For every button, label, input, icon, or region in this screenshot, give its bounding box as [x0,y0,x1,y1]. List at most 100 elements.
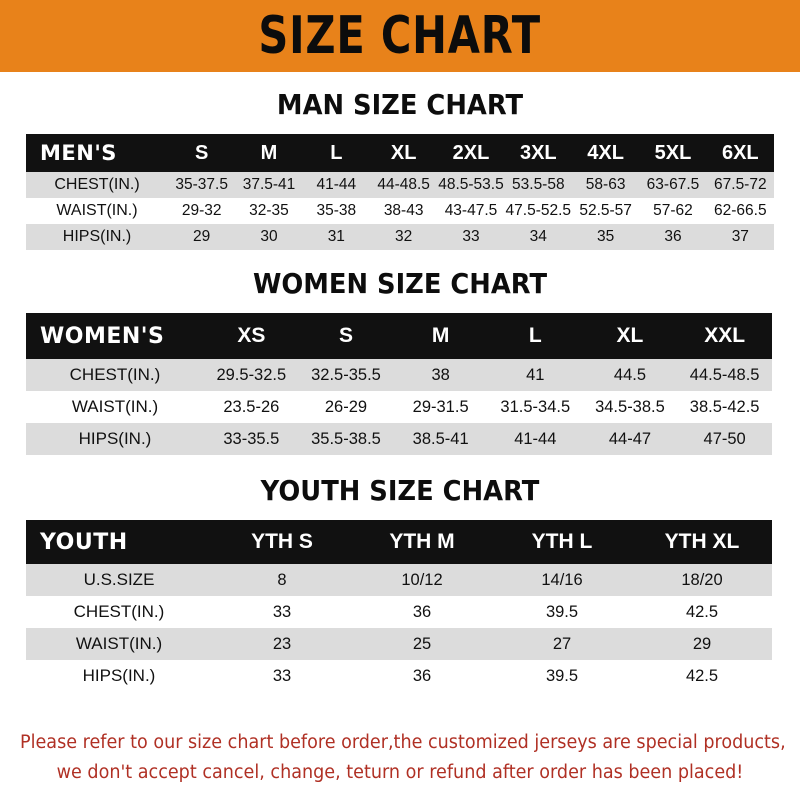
men-row-label: HIPS(IN.) [62,228,132,245]
women-cell: 41-44 [514,429,557,448]
women-cell: 26-29 [324,397,368,416]
table-row: WAIST(IN.) 23 25 27 29 [26,628,772,660]
women-row-label-header: WOMEN'S [40,323,165,349]
youth-cell: 39.5 [545,602,579,621]
women-cell: 44.5 [613,365,647,384]
youth-size-header: YTH M [389,530,455,553]
men-cell: 30 [260,228,278,245]
youth-cell: 27 [552,634,572,653]
men-cell: 35-38 [316,202,357,219]
women-size-header: M [431,324,450,347]
men-cell: 53.5-58 [512,176,565,193]
women-size-header: S [338,324,353,347]
youth-size-header: YTH L [531,530,593,553]
youth-row-label-header: YOUTH [40,529,128,555]
women-cell: 34.5-38.5 [595,397,665,416]
men-cell: 33 [462,228,480,245]
women-table-body: WOMEN'S XS S M L XL XXL CHEST(IN.) 29.5-32.5 32.5… [26,313,772,455]
youth-cell: 25 [412,634,432,653]
table-row: WAIST(IN.) 29-32 32-35 35-38 38-43 43-47.5 47.… [26,198,774,224]
women-cell: 38 [431,365,450,384]
men-size-header: M [260,141,278,164]
order-disclaimer-note: Please refer to our size chart before or… [20,728,786,788]
table-row: U.S.SIZE 8 10/12 14/16 18/20 [26,564,772,596]
men-cell: 52.5-57 [579,202,632,219]
men-cell: 29-32 [181,202,222,219]
youth-cell: 42.5 [685,602,719,621]
women-cell: 44.5-48.5 [689,365,760,384]
men-size-header: 6XL [721,141,759,164]
table-row: CHEST(IN.) 29.5-32.5 32.5-35.5 38 41 44.5 44.5… [26,359,772,391]
men-cell: 41-44 [316,176,357,193]
youth-row-label: CHEST(IN.) [73,602,165,621]
women-row-label: HIPS(IN.) [78,429,152,448]
man-section-title: MAN SIZE CHART [276,88,524,121]
men-table-body: MEN'S S M L XL 2XL 3XL 4XL 5XL 6XL CHEST(IN.) 35-37… [26,134,774,250]
youth-size-header: YTH S [251,530,313,553]
youth-cell: 8 [277,570,287,589]
women-cell: 23.5-26 [223,397,280,416]
youth-size-header: YTH XL [664,530,740,553]
women-cell: 29.5-32.5 [216,365,287,384]
youth-cell: 18/20 [681,570,723,589]
men-cell: 34 [529,228,547,245]
size-chart-banner: SIZE CHART [0,0,800,72]
women-cell: 31.5-34.5 [500,397,571,416]
men-cell: 37 [731,228,749,245]
men-size-header: 5XL [654,141,692,164]
men-table-header-row: MEN'S S M L XL 2XL 3XL 4XL 5XL 6XL [26,134,774,172]
youth-table-body: YOUTH YTH S YTH M YTH L YTH XL U.S.SIZE 8 10/12… [26,520,772,692]
table-row: HIPS(IN.) 33 36 39.5 42.5 [26,660,772,692]
men-size-header: 3XL [519,141,557,164]
men-cell: 63-67.5 [646,176,700,193]
women-size-header: L [528,324,542,347]
youth-cell: 10/12 [401,570,443,589]
women-cell: 33-35.5 [223,429,280,448]
table-row: CHEST(IN.) 33 36 39.5 42.5 [26,596,772,628]
women-row-label: CHEST(IN.) [69,365,161,384]
men-cell: 44-48.5 [377,176,430,193]
men-cell: 57-62 [653,202,693,219]
women-cell: 32.5-35.5 [311,365,381,384]
men-size-header: L [330,141,343,164]
women-size-table: WOMEN'S XS S M L XL XXL CHEST(IN.) 29.5-32.5 32.5… [26,313,772,455]
men-row-label-header: MEN'S [40,141,117,165]
men-cell: 47.5-52.5 [505,202,572,219]
men-cell: 36 [664,228,682,245]
women-cell: 38.5-41 [412,429,469,448]
youth-section-title: YOUTH SIZE CHART [260,474,540,507]
men-row-label: WAIST(IN.) [56,202,138,219]
women-cell: 35.5-38.5 [311,429,381,448]
table-row: WAIST(IN.) 23.5-26 26-29 29-31.5 31.5-34.5 34… [26,391,772,423]
youth-cell: 36 [412,602,432,621]
women-size-header: XL [616,324,644,347]
table-row: CHEST(IN.) 35-37.5 37.5-41 41-44 44-48.5 48.5… [26,172,774,198]
youth-cell: 29 [692,634,712,653]
youth-table-header-row: YOUTH YTH S YTH M YTH L YTH XL [26,520,772,564]
youth-cell: 39.5 [545,666,579,685]
youth-cell: 23 [272,634,292,653]
men-size-header: S [194,141,209,164]
youth-cell: 33 [272,602,292,621]
men-cell: 48.5-53.5 [438,176,504,193]
women-cell: 41 [526,365,545,384]
disclaimer-line-2: we don't accept cancel, change, teturn o… [56,762,744,783]
youth-cell: 14/16 [541,570,583,589]
youth-cell: 36 [412,666,432,685]
men-cell: 38-43 [383,202,424,219]
men-cell: 43-47.5 [444,202,498,219]
women-row-label: WAIST(IN.) [71,397,159,416]
women-cell: 44-47 [608,429,652,448]
youth-cell: 33 [272,666,292,685]
men-cell: 67.5-72 [714,176,767,193]
youth-row-label: U.S.SIZE [83,570,155,589]
women-table-header-row: WOMEN'S XS S M L XL XXL [26,313,772,359]
men-cell: 29 [193,228,211,245]
youth-cell: 42.5 [685,666,719,685]
women-section-title: WOMEN SIZE CHART [252,267,548,300]
table-row: HIPS(IN.) 33-35.5 35.5-38.5 38.5-41 41-44 44-… [26,423,772,455]
women-cell: 29-31.5 [412,397,469,416]
youth-row-label: HIPS(IN.) [82,666,156,685]
man-size-chart-section: MAN SIZE CHART MEN'S S M L XL 2XL 3XL 4XL 5XL 6XL… [0,88,800,250]
men-cell: 31 [327,228,345,245]
